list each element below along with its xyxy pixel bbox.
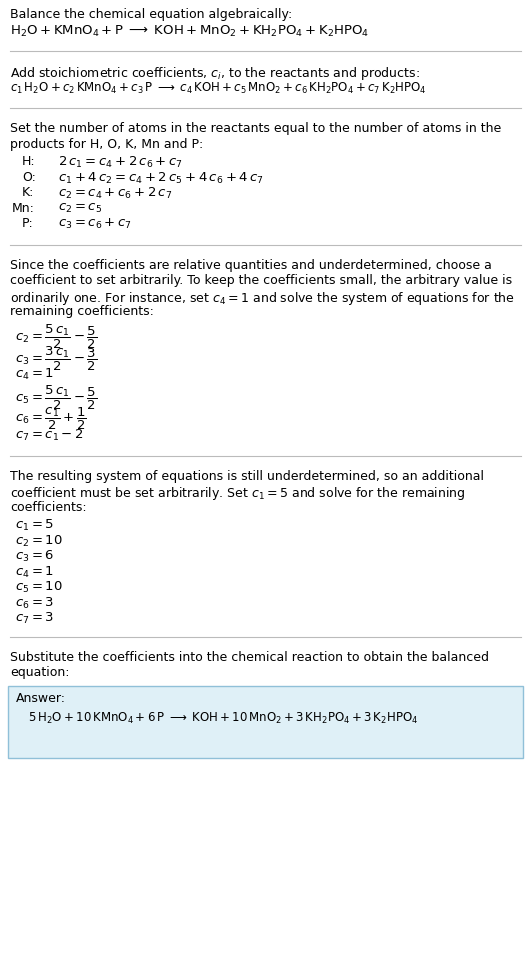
Text: $c_4 = 1$: $c_4 = 1$ — [15, 565, 54, 579]
Text: Add stoichiometric coefficients, $c_i$, to the reactants and products:: Add stoichiometric coefficients, $c_i$, … — [10, 65, 420, 82]
Text: coefficient to set arbitrarily. To keep the coefficients small, the arbitrary va: coefficient to set arbitrarily. To keep … — [10, 274, 512, 287]
Text: Answer:: Answer: — [16, 691, 66, 705]
Text: Balance the chemical equation algebraically:: Balance the chemical equation algebraica… — [10, 8, 292, 21]
Text: ordinarily one. For instance, set $c_4 = 1$ and solve the system of equations fo: ordinarily one. For instance, set $c_4 =… — [10, 289, 515, 307]
Text: $c_5 = \dfrac{5\,c_1}{2} - \dfrac{5}{2}$: $c_5 = \dfrac{5\,c_1}{2} - \dfrac{5}{2}$ — [15, 384, 97, 413]
Text: coefficients:: coefficients: — [10, 500, 87, 514]
Text: K:: K: — [22, 186, 34, 199]
Text: Mn:: Mn: — [12, 201, 35, 215]
Text: coefficient must be set arbitrarily. Set $c_1 = 5$ and solve for the remaining: coefficient must be set arbitrarily. Set… — [10, 485, 466, 502]
Text: $c_6 = \dfrac{c_1}{2} + \dfrac{1}{2}$: $c_6 = \dfrac{c_1}{2} + \dfrac{1}{2}$ — [15, 406, 87, 432]
Text: $c_2 = c_4 + c_6 + 2\,c_7$: $c_2 = c_4 + c_6 + 2\,c_7$ — [58, 186, 172, 201]
Text: $c_2 = 10$: $c_2 = 10$ — [15, 533, 63, 549]
Text: products for H, O, K, Mn and P:: products for H, O, K, Mn and P: — [10, 138, 203, 150]
Text: H:: H: — [22, 155, 35, 168]
Text: $c_5 = 10$: $c_5 = 10$ — [15, 580, 63, 595]
Text: $c_4 = 1$: $c_4 = 1$ — [15, 366, 54, 382]
Text: $c_3 = \dfrac{3\,c_1}{2} - \dfrac{3}{2}$: $c_3 = \dfrac{3\,c_1}{2} - \dfrac{3}{2}$ — [15, 344, 97, 373]
Text: $5\,\mathrm{H_2O} + 10\,\mathrm{KMnO_4} + 6\,\mathrm{P} \;\longrightarrow\; \mat: $5\,\mathrm{H_2O} + 10\,\mathrm{KMnO_4} … — [28, 710, 418, 726]
FancyBboxPatch shape — [8, 685, 523, 758]
Text: P:: P: — [22, 217, 34, 230]
Text: Since the coefficients are relative quantities and underdetermined, choose a: Since the coefficients are relative quan… — [10, 258, 492, 272]
Text: $c_1 + 4\,c_2 = c_4 + 2\,c_5 + 4\,c_6 + 4\,c_7$: $c_1 + 4\,c_2 = c_4 + 2\,c_5 + 4\,c_6 + … — [58, 171, 264, 186]
Text: equation:: equation: — [10, 666, 69, 679]
Text: $c_1 = 5$: $c_1 = 5$ — [15, 518, 54, 533]
Text: The resulting system of equations is still underdetermined, so an additional: The resulting system of equations is sti… — [10, 469, 484, 483]
Text: Set the number of atoms in the reactants equal to the number of atoms in the: Set the number of atoms in the reactants… — [10, 122, 501, 135]
Text: O:: O: — [22, 171, 36, 183]
Text: $c_1\,\mathrm{H_2O} + c_2\,\mathrm{KMnO_4} + c_3\,\mathrm{P} \;\longrightarrow\;: $c_1\,\mathrm{H_2O} + c_2\,\mathrm{KMnO_… — [10, 81, 427, 95]
Text: remaining coefficients:: remaining coefficients: — [10, 305, 154, 318]
Text: $c_6 = 3$: $c_6 = 3$ — [15, 596, 54, 610]
Text: $c_2 = \dfrac{5\,c_1}{2} - \dfrac{5}{2}$: $c_2 = \dfrac{5\,c_1}{2} - \dfrac{5}{2}$ — [15, 323, 97, 351]
Text: $\mathrm{H_2O + KMnO_4 + P} \;\longrightarrow\; \mathrm{KOH + MnO_2 + KH_2PO_4 +: $\mathrm{H_2O + KMnO_4 + P} \;\longright… — [10, 23, 369, 39]
Text: Substitute the coefficients into the chemical reaction to obtain the balanced: Substitute the coefficients into the che… — [10, 651, 489, 663]
Text: $c_3 = 6$: $c_3 = 6$ — [15, 549, 54, 564]
Text: $2\,c_1 = c_4 + 2\,c_6 + c_7$: $2\,c_1 = c_4 + 2\,c_6 + c_7$ — [58, 155, 183, 170]
Text: $c_7 = 3$: $c_7 = 3$ — [15, 611, 54, 626]
Text: $c_2 = c_5$: $c_2 = c_5$ — [58, 201, 102, 215]
Text: $c_7 = c_1 - 2$: $c_7 = c_1 - 2$ — [15, 428, 84, 443]
Text: $c_3 = c_6 + c_7$: $c_3 = c_6 + c_7$ — [58, 217, 132, 231]
